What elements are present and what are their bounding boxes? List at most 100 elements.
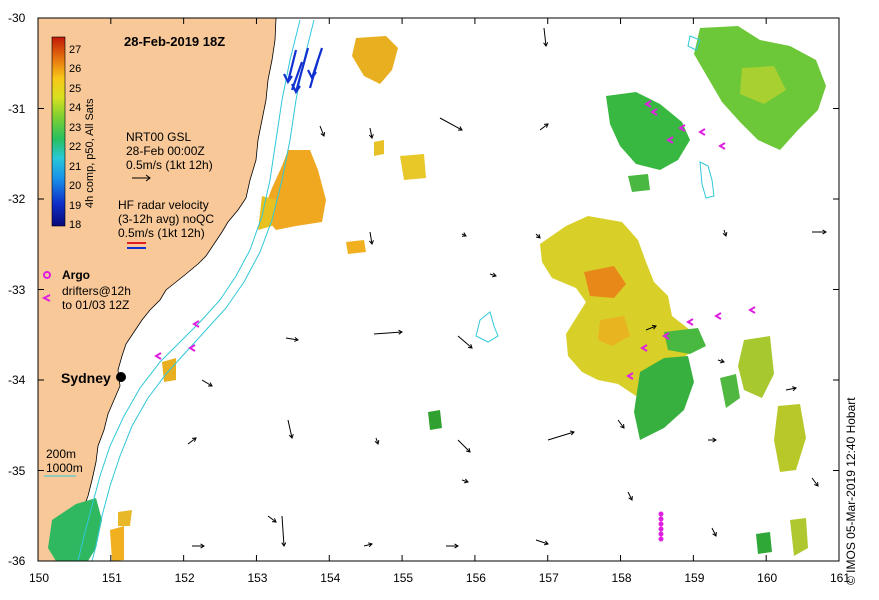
current-arrowhead xyxy=(463,478,469,484)
land-mass xyxy=(38,18,277,561)
x-tick-label: 152 xyxy=(174,571,195,585)
drifter-track-dot xyxy=(658,521,664,527)
current-arrowhead xyxy=(294,337,299,342)
radar-legend-line3: 0.5m/s (1kt 12h) xyxy=(118,226,205,240)
current-arrow xyxy=(187,437,197,445)
current-arrowhead xyxy=(374,439,380,445)
sst-patch xyxy=(740,66,786,104)
isobath-ridge xyxy=(687,35,715,199)
current-arrowhead xyxy=(368,134,374,139)
current-arrowhead xyxy=(722,231,728,237)
drifter-marker xyxy=(662,332,670,340)
current-arrow xyxy=(723,229,727,237)
current-arrowhead xyxy=(368,542,373,548)
drifter-marker xyxy=(748,306,756,314)
x-tick-label: 156 xyxy=(465,571,486,585)
gsl-legend-line2: 28-Feb 00:00Z xyxy=(126,144,205,158)
y-tick-label: -32 xyxy=(8,192,26,206)
current-arrowhead xyxy=(281,542,287,547)
y-tick-label: -34 xyxy=(8,373,26,387)
drifter-track-dot xyxy=(658,531,664,537)
colorbar-tick-label: 27 xyxy=(69,43,82,56)
x-tick-label: 150 xyxy=(29,571,50,585)
colorbar-tick-label: 19 xyxy=(69,199,82,212)
colorbar-tick-label: 23 xyxy=(69,121,82,134)
sst-patch xyxy=(606,92,690,170)
sst-patch xyxy=(664,328,706,354)
colorbar xyxy=(51,36,66,227)
x-tick-label: 154 xyxy=(320,571,341,585)
sst-patch xyxy=(738,336,774,398)
current-arrow xyxy=(374,566,380,568)
hf-radar-vectors xyxy=(283,47,324,95)
current-arrowhead xyxy=(320,131,326,137)
current-arrowhead xyxy=(369,240,374,245)
current-arrowhead xyxy=(620,423,625,429)
isobath-legend-200m: 200m xyxy=(46,447,77,461)
current-arrow xyxy=(457,335,473,349)
gsl-legend-line3: 0.5m/s (1kt 12h) xyxy=(126,158,213,172)
current-arrowhead xyxy=(398,329,403,335)
current-arrowhead xyxy=(822,229,827,235)
map-title: 28-Feb-2019 18Z xyxy=(124,34,226,49)
isobath-200m xyxy=(77,19,301,561)
city-label-sydney: Sydney xyxy=(61,370,111,386)
current-arrow xyxy=(375,437,379,445)
drifter-markers xyxy=(154,100,756,542)
drifter-track-dot xyxy=(658,516,664,522)
current-arrowhead xyxy=(467,344,473,349)
current-arrow xyxy=(287,419,293,439)
current-arrowhead xyxy=(288,434,294,439)
x-tick-label: 159 xyxy=(684,571,705,585)
current-arrowhead xyxy=(191,437,197,442)
current-arrow xyxy=(267,515,277,523)
current-arrow xyxy=(457,439,471,453)
current-arrow xyxy=(627,491,633,501)
current-arrow xyxy=(617,419,625,429)
sydney-marker xyxy=(116,372,126,382)
drifter-legend-line1: drifters@12h xyxy=(62,284,131,298)
y-tick-label: -35 xyxy=(8,463,26,478)
argo-legend-label: Argo xyxy=(62,268,90,282)
current-arrowhead xyxy=(628,495,633,501)
drifter-marker xyxy=(640,344,648,352)
sst-patch xyxy=(628,174,650,192)
current-arrow xyxy=(785,387,797,391)
current-arrow xyxy=(201,379,213,387)
y-tick-label: -36 xyxy=(8,554,26,568)
current-arrow xyxy=(489,273,497,277)
x-tick-label: 153 xyxy=(247,571,268,585)
current-arrow xyxy=(461,479,469,483)
drifter-marker xyxy=(650,108,658,116)
colorbar-tick-label: 22 xyxy=(69,141,82,154)
x-tick-label: 151 xyxy=(101,571,122,585)
drifter-track-dot xyxy=(658,536,664,542)
drifter-track-dot xyxy=(658,526,664,532)
current-arrow xyxy=(439,117,463,131)
sst-patch xyxy=(118,510,132,526)
drifter-marker xyxy=(698,128,706,136)
x-tick-label: 155 xyxy=(393,571,414,585)
x-tick-label: 160 xyxy=(757,571,778,585)
current-arrowhead xyxy=(712,437,717,443)
current-arrowhead xyxy=(543,42,549,47)
radar-legend-line2: (3-12h avg) noQC xyxy=(118,212,215,226)
current-arrow xyxy=(319,125,325,137)
y-tick-label: -31 xyxy=(8,101,26,116)
sst-patch xyxy=(790,518,808,556)
current-arrowhead xyxy=(535,233,541,239)
drifter-marker xyxy=(192,320,200,328)
isobath-legend-1000m: 1000m xyxy=(46,461,83,475)
current-arrowhead xyxy=(454,543,459,549)
drifter-track-dot xyxy=(658,511,664,517)
drifter-marker xyxy=(678,124,686,132)
sst-patch xyxy=(110,526,124,561)
sst-patch xyxy=(598,316,630,346)
current-arrowhead xyxy=(792,386,797,392)
drifter-marker xyxy=(626,372,634,380)
sst-patch xyxy=(262,150,326,230)
x-tick-label: 157 xyxy=(538,571,559,585)
current-arrowhead xyxy=(457,126,463,131)
current-arrowhead xyxy=(465,447,471,453)
